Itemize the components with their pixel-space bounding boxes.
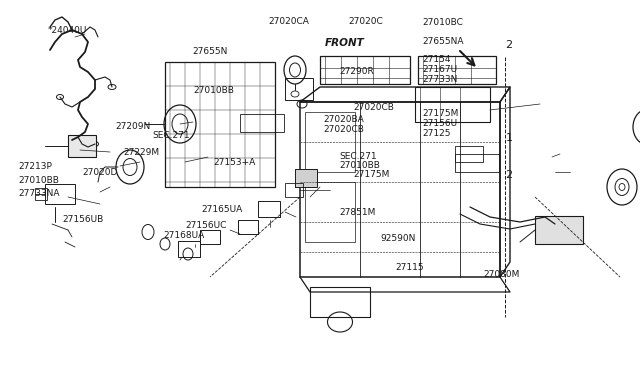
Text: 27153+A: 27153+A	[213, 158, 255, 167]
Text: 27209N: 27209N	[115, 122, 150, 131]
Bar	[45, 184, 75, 204]
Text: 27080M: 27080M	[483, 270, 520, 279]
Text: 1: 1	[506, 133, 513, 142]
Text: 27213P: 27213P	[18, 162, 52, 171]
Bar	[285, 183, 303, 197]
Bar	[305, 112, 355, 172]
Bar	[305, 182, 355, 242]
Text: 27168UA: 27168UA	[163, 231, 204, 240]
Text: 27125: 27125	[422, 129, 451, 138]
Bar	[178, 241, 200, 257]
Text: SEC.271: SEC.271	[339, 152, 377, 161]
Text: 27020CB: 27020CB	[323, 125, 364, 134]
Text: 27733N: 27733N	[422, 76, 458, 84]
Text: 27115: 27115	[396, 263, 424, 272]
Text: 27020CA: 27020CA	[269, 17, 310, 26]
Bar	[295, 169, 317, 187]
Text: 27165UA: 27165UA	[202, 205, 243, 214]
Bar	[68, 135, 96, 157]
Text: 27010BC: 27010BC	[422, 18, 463, 27]
Bar	[415, 87, 490, 122]
Text: *24040U: *24040U	[48, 26, 88, 35]
Text: 27154: 27154	[422, 55, 451, 64]
Bar	[238, 220, 258, 234]
Text: 27156UC: 27156UC	[186, 221, 227, 230]
Bar	[320, 56, 410, 84]
Text: FRONT: FRONT	[325, 38, 365, 48]
Text: 27229M: 27229M	[123, 148, 159, 157]
Text: 27733NA: 27733NA	[18, 189, 60, 198]
Bar	[455, 154, 499, 172]
Text: 92590N: 92590N	[381, 234, 416, 243]
Text: 27175M: 27175M	[422, 109, 459, 118]
Text: 27156UB: 27156UB	[63, 215, 104, 224]
Text: 27010BB: 27010BB	[339, 161, 380, 170]
Text: 2: 2	[506, 170, 513, 180]
Text: 27851M: 27851M	[339, 208, 376, 217]
Bar	[285, 78, 313, 100]
Text: 27010BB: 27010BB	[193, 86, 234, 94]
Text: 27156U: 27156U	[422, 119, 458, 128]
Bar	[200, 230, 220, 244]
Text: 27020D: 27020D	[82, 169, 117, 177]
Text: 27290R: 27290R	[339, 67, 374, 76]
Text: 27020CB: 27020CB	[353, 103, 394, 112]
Bar	[258, 201, 280, 217]
Text: 27655NA: 27655NA	[422, 37, 464, 46]
Bar	[35, 188, 47, 200]
Bar	[310, 287, 370, 317]
Text: SEC.271: SEC.271	[152, 131, 190, 140]
Bar	[240, 114, 284, 132]
Bar	[455, 146, 483, 162]
Bar	[165, 62, 275, 187]
Text: 27655N: 27655N	[192, 47, 227, 56]
Text: 27167U: 27167U	[422, 65, 458, 74]
Text: 27175M: 27175M	[353, 170, 390, 179]
Bar	[535, 216, 583, 244]
Text: 27010BB: 27010BB	[18, 176, 59, 185]
Text: 27020BA: 27020BA	[323, 115, 364, 124]
Bar	[300, 102, 500, 277]
Text: 2: 2	[506, 41, 513, 50]
Bar	[418, 56, 496, 84]
Text: 27020C: 27020C	[349, 17, 383, 26]
